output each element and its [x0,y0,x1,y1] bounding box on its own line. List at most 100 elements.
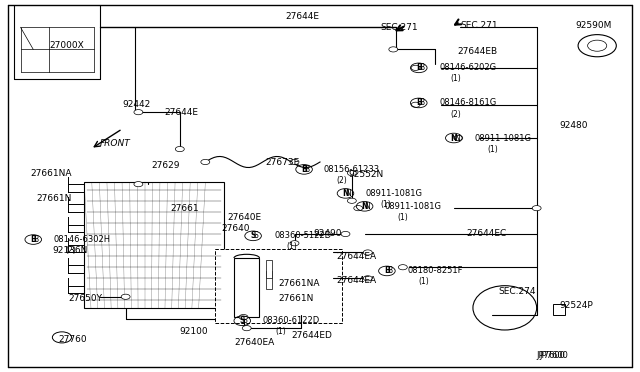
Circle shape [175,147,184,152]
Text: B: B [33,235,38,244]
Text: 08146-6302H: 08146-6302H [54,235,111,244]
Text: 27644EA: 27644EA [336,276,376,285]
Bar [266,271,272,289]
Text: N: N [362,202,368,211]
Text: 27661: 27661 [170,203,199,213]
Text: B: B [301,165,307,174]
Circle shape [364,276,372,281]
Text: 27629: 27629 [151,161,180,170]
Text: 92524P: 92524P [559,301,593,311]
Text: (1): (1) [397,213,408,222]
Text: S: S [253,231,258,240]
Text: 27640EA: 27640EA [234,339,274,347]
Bar [234,258,259,317]
Text: 08146-8161G: 08146-8161G [439,99,497,108]
Text: N: N [365,202,371,211]
Circle shape [201,160,210,164]
Text: 08146-6202G: 08146-6202G [439,63,496,72]
Text: 27650Y: 27650Y [68,294,102,303]
Text: 92490: 92490 [314,230,342,238]
Text: 27760: 27760 [59,335,88,344]
Bar [266,260,272,278]
Text: 27661NA: 27661NA [278,279,320,288]
Text: 08911-1081G: 08911-1081G [366,189,423,198]
Circle shape [243,326,251,331]
Circle shape [121,294,130,299]
Text: (1): (1) [275,327,286,336]
Text: 92552N: 92552N [349,170,384,179]
Text: 27000X: 27000X [49,41,84,50]
Text: 27673E: 27673E [266,157,300,167]
Text: B: B [419,99,424,108]
Bar [215,249,342,323]
Text: B: B [384,266,390,275]
Text: 27640: 27640 [221,224,250,233]
Text: B: B [387,266,392,275]
Text: 92590M: 92590M [575,21,611,30]
Bar [84,182,225,308]
Text: 27661N: 27661N [36,195,72,203]
Text: 08156-61233: 08156-61233 [323,165,380,174]
Text: 27644ED: 27644ED [291,331,332,340]
Text: JP7600: JP7600 [540,351,569,360]
Text: FRONT: FRONT [100,139,131,148]
Text: S: S [250,231,256,240]
Text: (1): (1) [381,200,391,209]
Circle shape [389,47,397,52]
Circle shape [134,110,143,115]
Text: 27644EA: 27644EA [336,251,376,261]
Text: (2): (2) [65,246,76,255]
Text: (1): (1) [451,74,461,83]
Text: N: N [346,189,351,198]
Text: (1): (1) [287,243,298,251]
Text: JP7600: JP7600 [537,351,566,360]
Text: 08360-6122D: 08360-6122D [262,316,320,325]
Text: N: N [342,189,349,198]
Text: B: B [416,99,422,108]
Text: 27661N: 27661N [278,294,314,303]
Text: SEC.271: SEC.271 [381,23,418,32]
Text: B: B [419,63,424,72]
Text: 08911-1081G: 08911-1081G [385,202,442,211]
Circle shape [411,102,420,108]
Text: 08180-8251F: 08180-8251F [407,266,463,275]
Text: 27640E: 27640E [228,213,262,222]
Text: 92136N: 92136N [52,246,88,255]
Text: B: B [416,63,422,72]
Circle shape [532,206,541,211]
Circle shape [348,170,356,176]
Text: N: N [451,134,457,142]
Bar [552,304,565,315]
Circle shape [290,241,299,246]
Circle shape [364,250,372,255]
Text: 27644EB: 27644EB [457,47,497,56]
Text: 27644E: 27644E [285,12,319,21]
Text: 27644E: 27644E [164,108,198,117]
Circle shape [348,198,356,203]
Text: 27644EC: 27644EC [467,230,507,238]
Text: B: B [304,165,309,174]
Circle shape [354,206,363,211]
Circle shape [239,314,248,320]
Text: 08911-1081G: 08911-1081G [474,134,531,142]
Text: SEC.271: SEC.271 [460,21,498,30]
Text: N: N [454,134,460,142]
Text: S: S [239,316,245,325]
Text: (1): (1) [487,145,498,154]
Text: 92442: 92442 [122,100,150,109]
Text: (2): (2) [451,109,461,119]
Circle shape [341,231,350,237]
Text: 92480: 92480 [559,121,588,129]
Text: SEC.274: SEC.274 [499,287,536,296]
Circle shape [454,135,463,141]
Text: S: S [243,316,247,325]
Text: 08360-5122D: 08360-5122D [274,231,332,240]
Circle shape [398,264,407,270]
Circle shape [411,65,420,70]
Text: 27661NA: 27661NA [30,169,72,177]
Circle shape [134,182,143,187]
Text: B: B [30,235,36,244]
Text: (2): (2) [336,176,347,185]
Circle shape [290,160,299,164]
Text: (1): (1) [419,278,429,286]
